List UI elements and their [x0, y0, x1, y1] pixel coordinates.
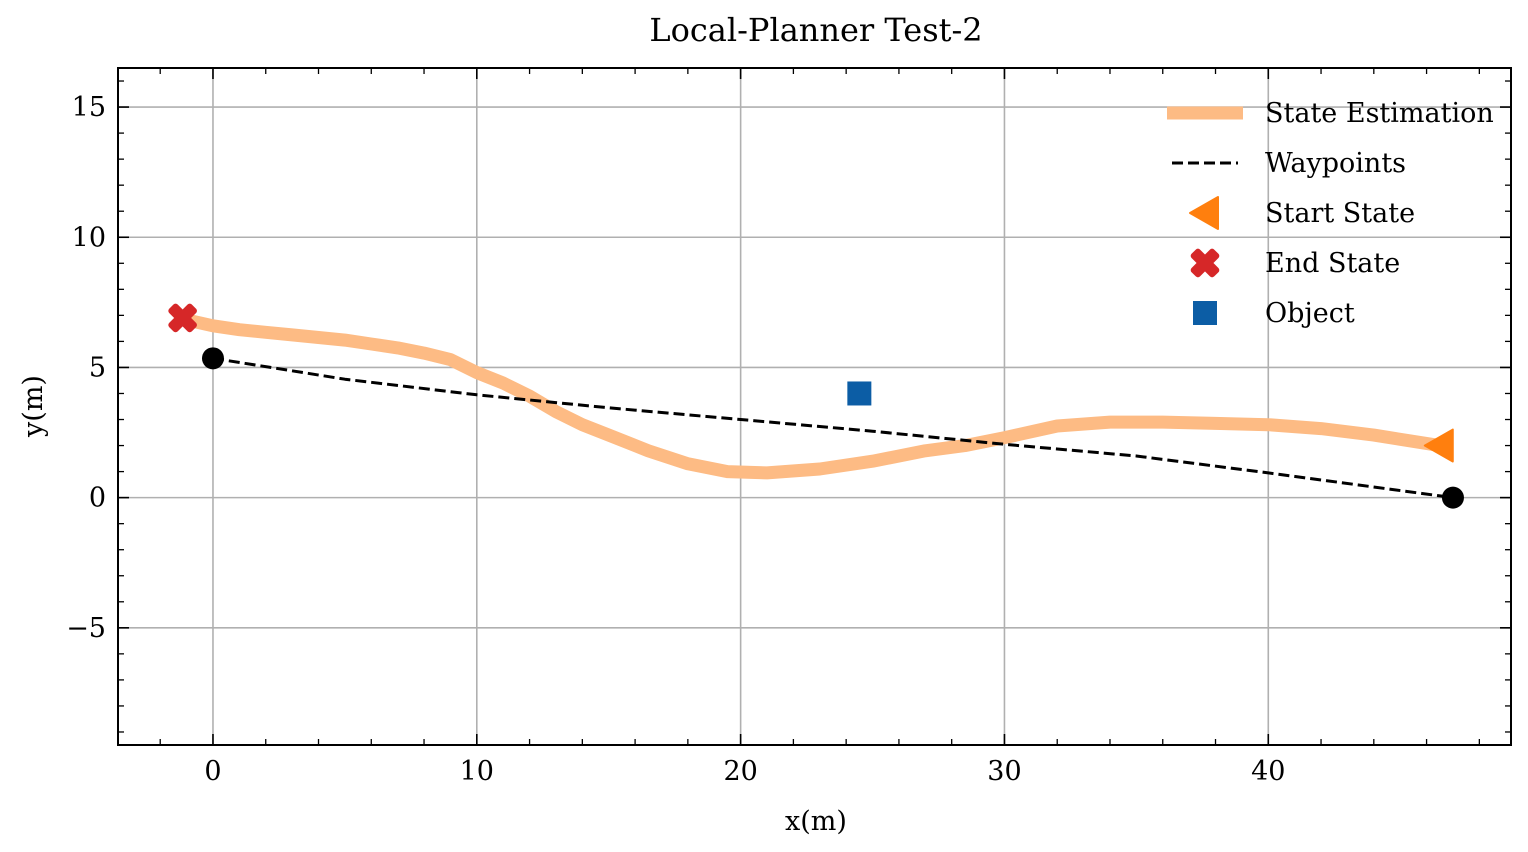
legend-label: Start State	[1265, 198, 1415, 229]
y-tick-label: 0	[89, 483, 106, 514]
legend-label: End State	[1265, 248, 1400, 279]
legend-item-state-estimation: State Estimation	[1167, 98, 1494, 129]
legend-item-object: Object	[1193, 298, 1355, 329]
legend-item-waypoints: Waypoints	[1172, 148, 1406, 179]
legend-label: Object	[1265, 298, 1355, 329]
x-tick-label: 40	[1251, 756, 1285, 787]
axis-ticks	[118, 68, 1511, 745]
x-tick-label: 20	[723, 756, 757, 787]
legend-label: State Estimation	[1265, 98, 1494, 129]
waypoint-endpoint-marker	[201, 347, 224, 370]
marker-start-state	[1423, 428, 1454, 463]
y-axis-label: y(m)	[18, 375, 49, 438]
legend-swatch	[1189, 196, 1219, 230]
legend-label: Waypoints	[1265, 148, 1406, 179]
legend-swatch	[1193, 301, 1217, 325]
legend-item-start-state: Start State	[1189, 196, 1415, 230]
x-tick-label: 10	[460, 756, 494, 787]
legend-swatch-bar	[1190, 248, 1220, 278]
marker-end-state-bar	[168, 303, 197, 333]
chart-title: Local-Planner Test-2	[649, 11, 982, 49]
grid-lines	[118, 68, 1511, 745]
marker-object	[847, 381, 872, 406]
tick-labels: 0 10 20 30 40 −5 0 5 10 15	[66, 92, 1285, 787]
x-axis-label: x(m)	[785, 806, 847, 837]
y-tick-label: 10	[72, 222, 106, 253]
marker-end-state	[168, 303, 197, 333]
legend-swatch	[1190, 248, 1220, 278]
plot-area	[168, 303, 1464, 509]
series-line-state-estimation	[177, 312, 1447, 480]
x-tick-label: 30	[987, 756, 1021, 787]
axes-frame	[117, 67, 1512, 746]
legend: State Estimation Waypoints Start State End …	[1167, 98, 1494, 329]
waypoint-endpoint-marker	[1441, 486, 1464, 509]
x-tick-label: 0	[204, 756, 221, 787]
legend-item-end-state: End State	[1190, 248, 1400, 279]
y-tick-label: −5	[66, 613, 106, 644]
y-tick-label: 5	[89, 352, 106, 383]
series-line-waypoints	[212, 356, 1454, 500]
y-tick-label: 15	[72, 92, 106, 123]
